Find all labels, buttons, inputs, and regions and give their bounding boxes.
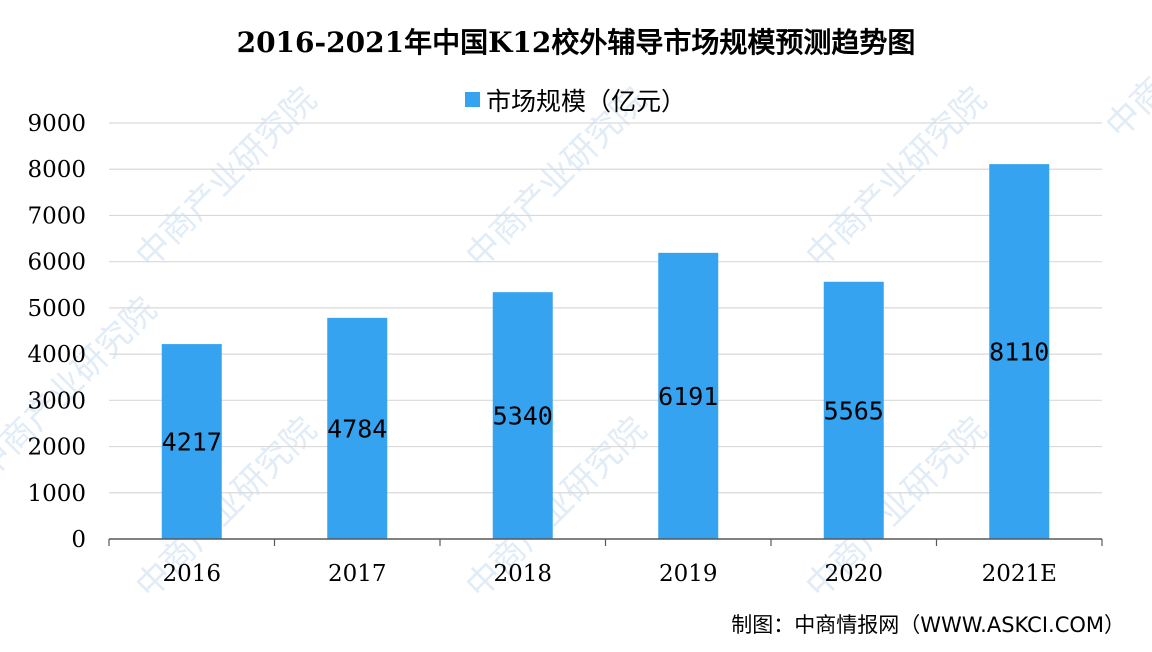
- watermark-text: 中商产业研究院: [458, 410, 655, 607]
- y-tick-label: 9000: [27, 111, 86, 137]
- watermark-text: 中商产业研究院: [1098, 0, 1152, 146]
- data-label: 5565: [824, 396, 884, 425]
- grid-lines: [109, 122, 1102, 494]
- bar-series: [161, 164, 1050, 540]
- x-tick-label: 2017: [328, 561, 387, 587]
- legend-swatch: [465, 92, 480, 107]
- bar: [658, 252, 719, 539]
- data-labels: 4217 4784 5340 6191 5565 8110: [162, 338, 1050, 457]
- bar: [492, 292, 553, 539]
- watermark-text: 中商产业研究院: [128, 80, 325, 277]
- x-axis: 2016 2017 2018 2019 2020 2021E: [108, 539, 1103, 587]
- y-tick-label: 8000: [27, 157, 86, 183]
- y-tick-label: 7000: [27, 203, 86, 229]
- data-label: 4784: [327, 414, 387, 443]
- x-tick-label: 2020: [824, 561, 883, 587]
- bar: [823, 281, 884, 539]
- data-label: 6191: [658, 382, 718, 411]
- data-label: 5340: [493, 402, 553, 431]
- data-label: 8110: [989, 338, 1049, 367]
- bar: [989, 164, 1050, 540]
- watermark-text: 中商产业研究院: [128, 410, 325, 607]
- y-tick-label: 2000: [27, 435, 86, 461]
- x-tick-label: 2021E: [982, 561, 1057, 587]
- source-note: 制图：中商情报网（WWW.ASKCI.COM）: [731, 613, 1125, 637]
- y-tick-label: 3000: [27, 388, 86, 414]
- watermark-text: 中商产业研究院: [798, 80, 995, 277]
- x-tick-label: 2016: [162, 561, 221, 587]
- data-label: 4217: [162, 428, 222, 457]
- y-tick-label: 1000: [27, 481, 86, 507]
- y-tick-label: 5000: [27, 296, 86, 322]
- legend-label: 市场规模（亿元）: [486, 87, 686, 116]
- legend: 市场规模（亿元）: [465, 87, 686, 116]
- y-tick-label: 0: [71, 527, 86, 553]
- x-tick-label: 2018: [493, 561, 552, 587]
- y-tick-label: 4000: [27, 342, 86, 368]
- chart-title: 2016-2021年中国K12校外辅导市场规模预测趋势图: [237, 26, 916, 59]
- y-axis: 0 1000 2000 3000 4000 5000 6000 7000 8000 9000: [27, 111, 86, 553]
- x-tick-label: 2019: [659, 561, 718, 587]
- y-tick-label: 6000: [27, 250, 86, 276]
- bar: [161, 344, 222, 539]
- bar: [327, 317, 388, 539]
